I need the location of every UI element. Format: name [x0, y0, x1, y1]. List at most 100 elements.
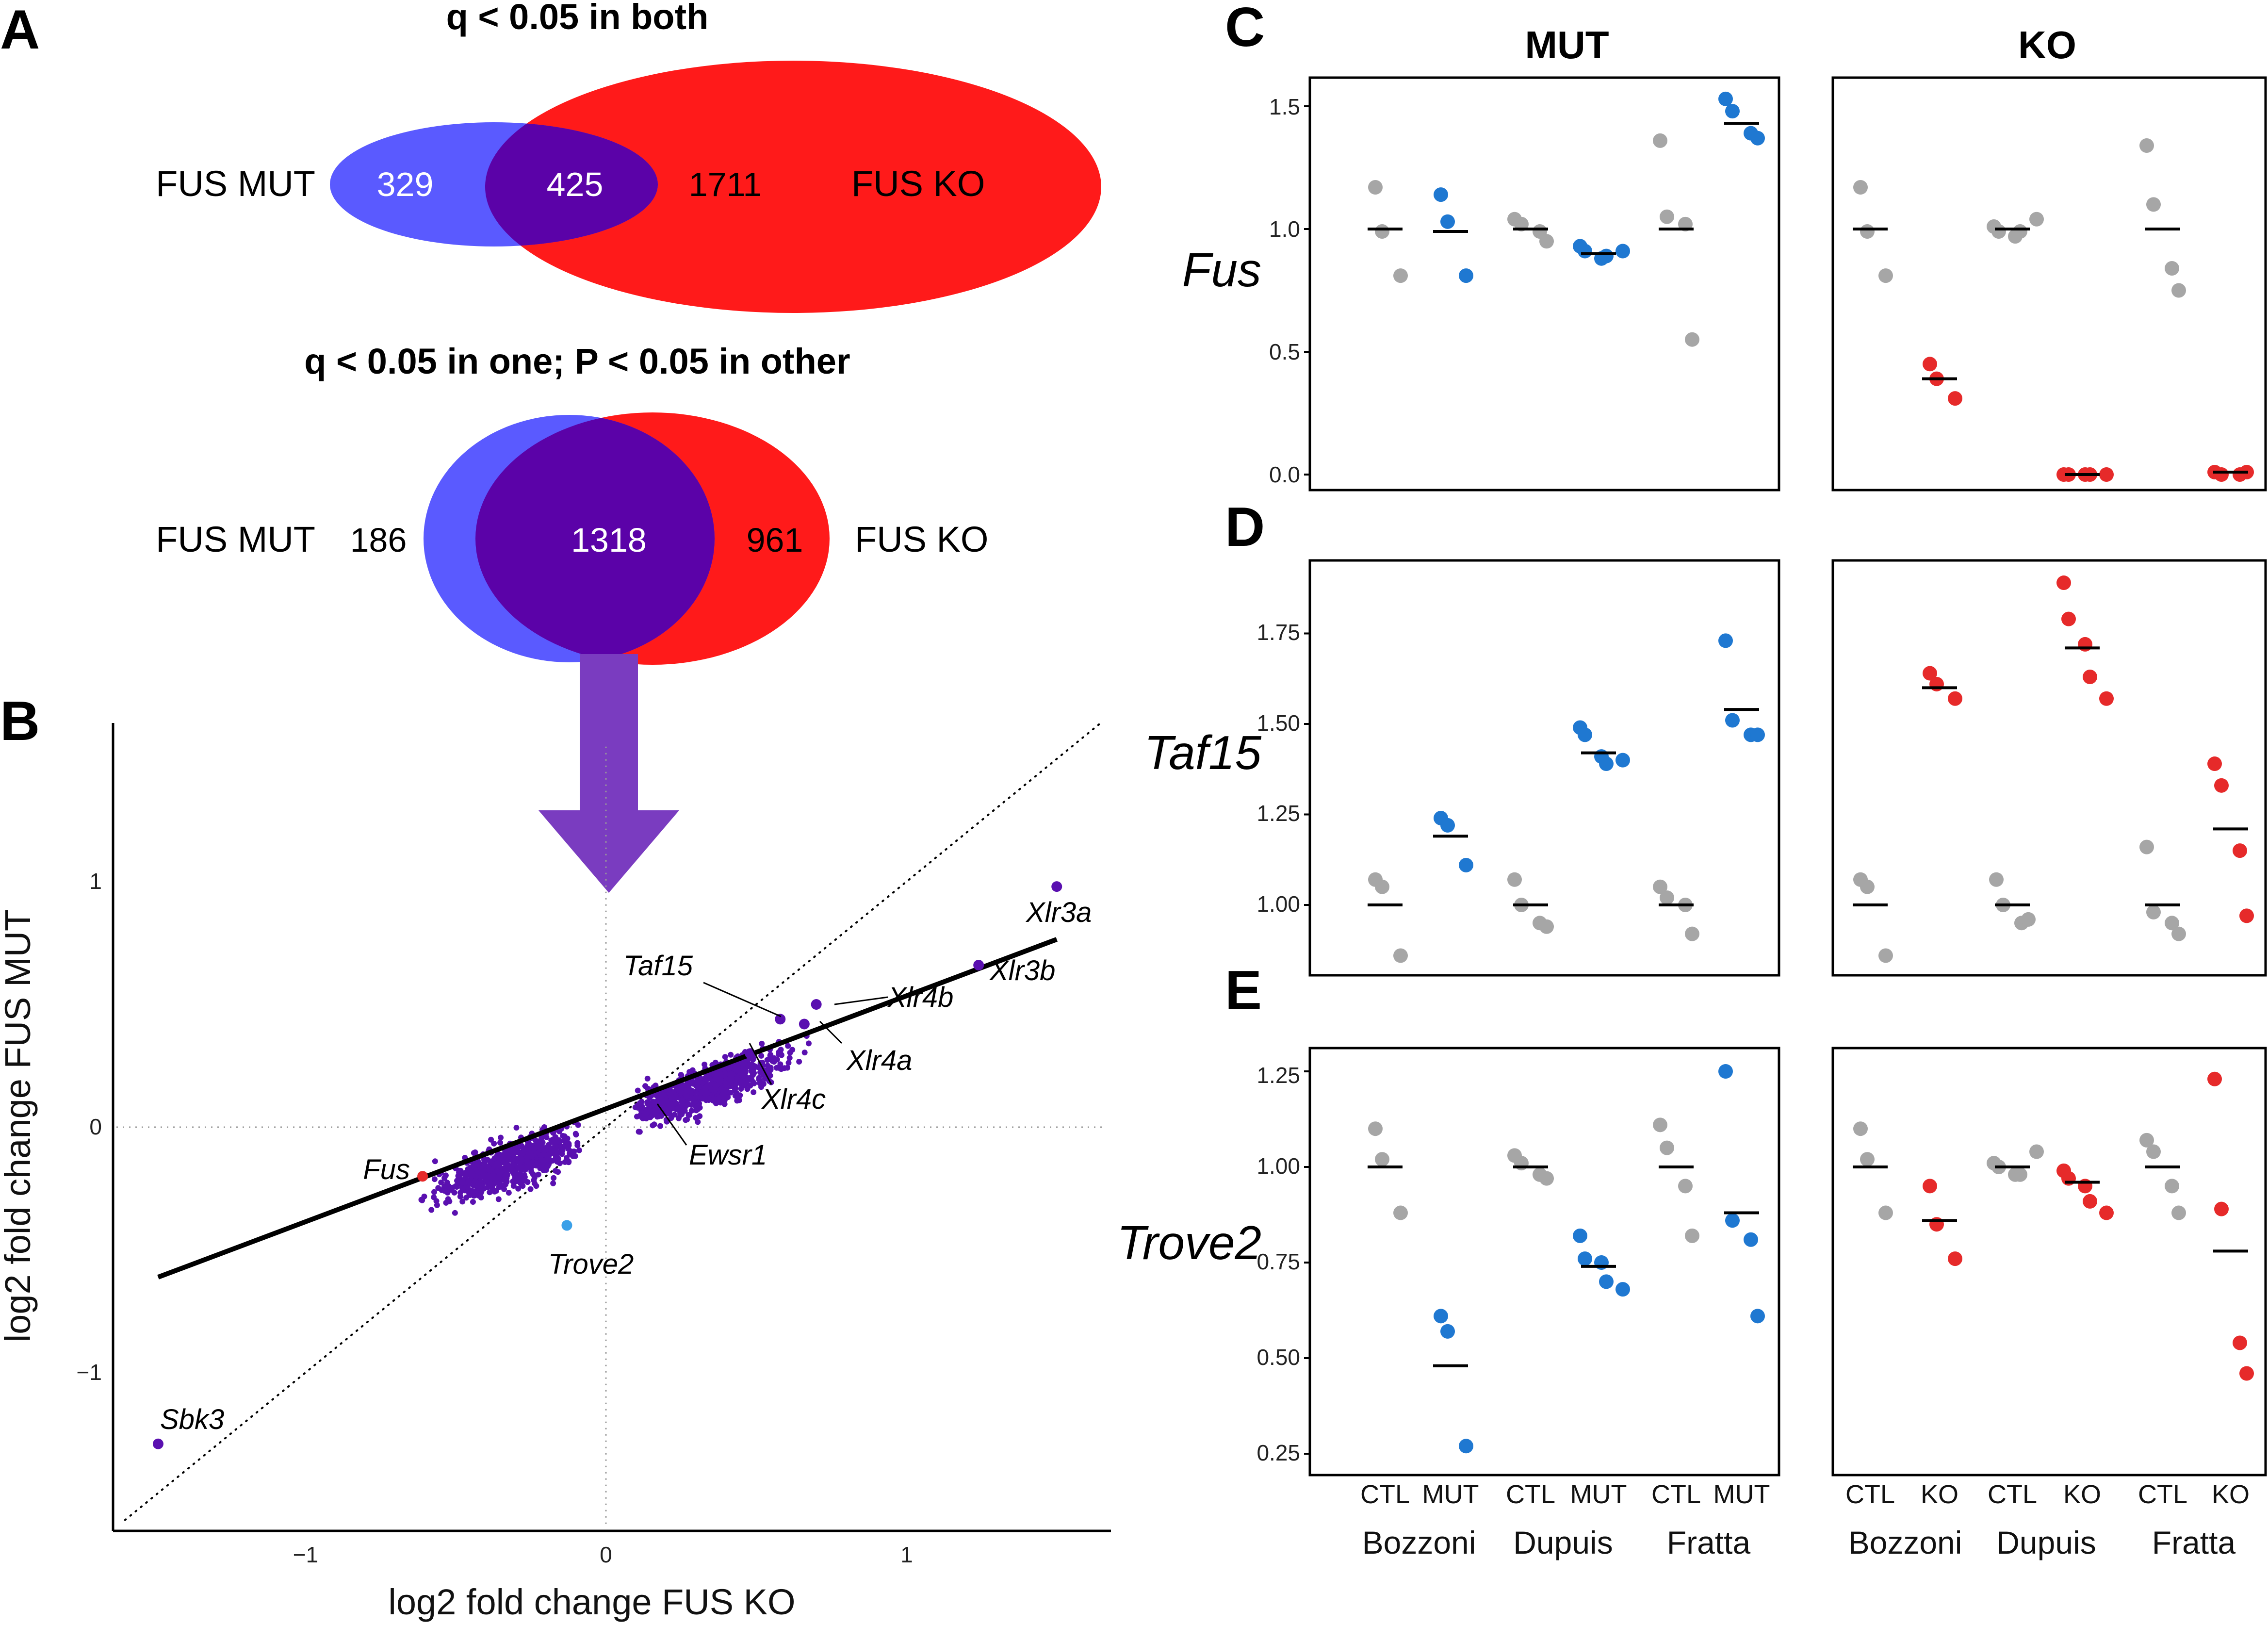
venn2-left-label: FUS MUT [156, 519, 315, 559]
d-mut-fratta-case-dot [1718, 633, 1733, 648]
gene-point [470, 1198, 476, 1205]
gene-point [732, 1093, 738, 1099]
d-mut-bozzoni-ctl-dot [1375, 879, 1389, 894]
c-mut-fratta-ctl-dot [1653, 133, 1667, 148]
d-mut-fratta-ctl-dot [1660, 890, 1674, 905]
gene-point [767, 1051, 774, 1058]
gene-point [785, 1060, 792, 1066]
gene-point [756, 1075, 762, 1081]
gene-point [498, 1134, 504, 1141]
gene-point [726, 1066, 733, 1072]
ko-xtick-5: CTL [2138, 1480, 2187, 1509]
e-ko-dupuis-case-dot [2099, 1205, 2114, 1220]
gene-point [684, 1093, 690, 1099]
panel-e-mut-frame [1308, 1047, 1780, 1477]
e-ko-bozzoni-ctl-dot [1860, 1152, 1875, 1167]
gene-point [728, 1083, 734, 1089]
e-mut-bozzoni-ctl-dot [1368, 1121, 1383, 1136]
gene-point [471, 1182, 477, 1189]
e-ko-dupuis-case-dot [2083, 1194, 2097, 1209]
label-fus: Fus [363, 1154, 410, 1185]
gene-point [495, 1196, 502, 1202]
e-tick-4: 0.50 [1256, 1345, 1300, 1370]
gene-point [533, 1183, 539, 1189]
gene-point [481, 1157, 488, 1163]
gene-point [509, 1157, 516, 1164]
gene-point [471, 1150, 477, 1156]
gene-point [454, 1183, 460, 1190]
leader-line-ewsr1 [656, 1103, 687, 1146]
y-tick-minus1: −1 [77, 1360, 102, 1385]
c-ko-bozzoni-case-dot [1948, 391, 1962, 406]
gene-point [552, 1143, 558, 1149]
panel-c-ko-frame [1831, 76, 2267, 492]
gene-point [773, 1065, 780, 1071]
label-sbk3: Sbk3 [160, 1404, 224, 1435]
e-mut-fratta-ctl-dot [1653, 1117, 1667, 1133]
gene-point [796, 1059, 802, 1065]
c-mut-dupuis-case-dot [1615, 244, 1630, 259]
gene-point [786, 1055, 793, 1061]
d-ko-fratta-ctl-dot [2165, 916, 2179, 931]
venn2-ko-count: 961 [747, 521, 803, 559]
e-mut-bozzoni-ctl-dot [1375, 1152, 1389, 1167]
c-mut-fratta-case-dot [1750, 131, 1765, 146]
d-ko-dupuis-case-dot [2078, 637, 2092, 652]
gene-point [566, 1159, 572, 1165]
c-ko-bozzoni-ctl-dot [1853, 180, 1868, 195]
venn-diagram-2: q < 0.05 in one; P < 0.05 in other FUS M… [156, 341, 988, 665]
gene-point [483, 1173, 489, 1179]
label-xlr4b: Xlr4b [887, 982, 953, 1013]
venn2-overlap-count: 1318 [571, 521, 647, 559]
panel-label-a: A [0, 0, 40, 61]
gene-point [721, 1094, 727, 1100]
gene-point [646, 1103, 653, 1110]
venn1-right-label: FUS KO [851, 164, 985, 204]
gene-point [432, 1158, 438, 1165]
panel-label-d: D [1225, 496, 1265, 558]
gene-point [496, 1174, 502, 1181]
gene-point [688, 1108, 695, 1114]
gene-point [471, 1193, 477, 1199]
gene-point [776, 1049, 782, 1055]
d-tick-2: 1.50 [1256, 710, 1300, 736]
gene-point [473, 1173, 479, 1180]
d-mut-dupuis-ctl-dot [1539, 919, 1554, 934]
gene-point [685, 1112, 692, 1118]
gene-label-taf15: Taf15 [1144, 726, 1261, 779]
gene-point [678, 1089, 685, 1096]
gene-point [669, 1105, 676, 1112]
y-axis-label: log2 fold change FUS MUT [0, 909, 38, 1343]
gene-point [481, 1164, 488, 1170]
gene-point [759, 1040, 765, 1047]
c-ko-dupuis-ctl-dot [1991, 224, 2006, 239]
c-ko-fratta-ctl-dot [2171, 283, 2186, 298]
c-tick-1: 1.5 [1269, 94, 1300, 119]
gene-point [669, 1096, 675, 1102]
e-ko-bozzoni-ctl-dot [1853, 1121, 1868, 1136]
gene-point [647, 1094, 653, 1100]
gene-point [535, 1171, 541, 1178]
d-ko-dupuis-ctl-dot [2021, 912, 2036, 927]
gene-point [805, 1040, 812, 1047]
ko-group-dupuis: Dupuis [1996, 1525, 2096, 1560]
leader-line-xlr4a [819, 1020, 843, 1044]
c-ko-fratta-ctl-dot [2165, 261, 2179, 276]
gene-point [506, 1150, 513, 1157]
mut-xtick-6: MUT [1713, 1480, 1770, 1509]
gene-point [771, 1059, 777, 1065]
d-mut-fratta-ctl-dot [1685, 926, 1699, 941]
gene-point [674, 1106, 680, 1112]
down-arrow [538, 654, 679, 893]
panel-d-ko-frame [1831, 559, 2267, 977]
gene-point [456, 1169, 462, 1176]
e-ko-fratta-case-dot [2214, 1201, 2229, 1216]
point-xlr3b [973, 960, 984, 971]
point-fus [417, 1171, 428, 1182]
gene-point [691, 1096, 697, 1102]
gene-point [736, 1097, 742, 1103]
gene-point [655, 1113, 662, 1119]
d-ko-bozzoni-ctl-dot [1860, 879, 1875, 894]
gene-point [490, 1181, 497, 1187]
panel-c-mut-frame [1308, 76, 1780, 492]
